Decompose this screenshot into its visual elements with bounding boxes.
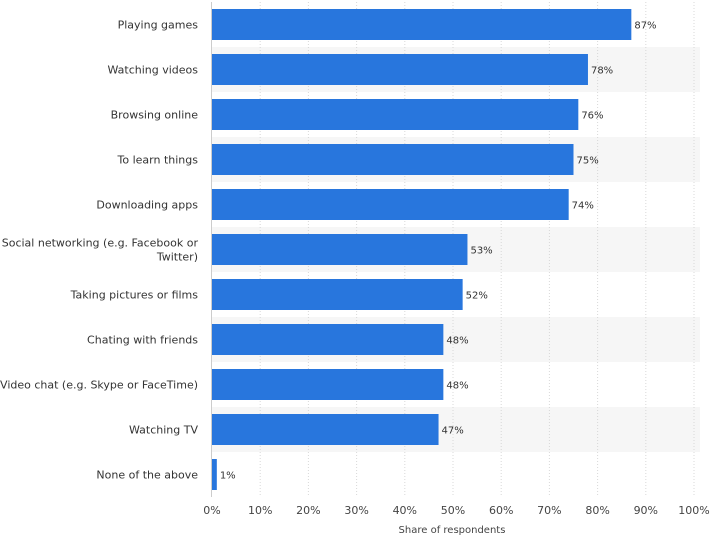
x-tick-label: 80%: [585, 504, 609, 517]
category-label-line: Video chat (e.g. Skype or FaceTime): [0, 379, 198, 392]
category-label-line: To learn things: [117, 154, 199, 167]
value-label: 76%: [581, 111, 603, 122]
x-tick-label: 60%: [489, 504, 513, 517]
value-label: 48%: [446, 381, 468, 392]
category-label: Playing games: [118, 19, 199, 32]
value-label: 47%: [442, 426, 464, 437]
category-label: Video chat (e.g. Skype or FaceTime): [0, 379, 198, 392]
x-tick-label: 50%: [441, 504, 465, 517]
category-label: None of the above: [96, 469, 198, 482]
x-axis-title: Share of respondents: [399, 525, 506, 536]
category-label-line: Watching TV: [129, 424, 198, 437]
category-label: Taking pictures or films: [70, 289, 199, 302]
value-label: 75%: [577, 156, 599, 167]
x-tick-label: 90%: [634, 504, 658, 517]
bar[interactable]: [212, 279, 463, 310]
value-label: 1%: [220, 471, 236, 482]
category-label: To learn things: [117, 154, 199, 167]
x-tick-label: 40%: [393, 504, 417, 517]
category-label-line: Twitter): [156, 251, 198, 264]
x-tick-label: 100%: [678, 504, 709, 517]
bar[interactable]: [212, 99, 579, 130]
x-tick-label: 70%: [537, 504, 561, 517]
x-tick-label: 10%: [248, 504, 272, 517]
value-label: 53%: [470, 246, 492, 257]
x-tick-label: 0%: [203, 504, 220, 517]
category-label: Watching TV: [129, 424, 198, 437]
bar[interactable]: [212, 234, 468, 265]
x-tick-label: 20%: [296, 504, 320, 517]
bar[interactable]: [212, 144, 574, 175]
category-label-line: Browsing online: [111, 109, 199, 122]
category-label: Chating with friends: [87, 334, 198, 347]
bar[interactable]: [212, 54, 588, 85]
bar[interactable]: [212, 369, 444, 400]
x-tick-label: 30%: [344, 504, 368, 517]
value-label: 87%: [634, 21, 656, 32]
category-label: Watching videos: [107, 64, 198, 77]
bar[interactable]: [212, 9, 632, 40]
bar[interactable]: [212, 459, 217, 490]
category-label: Browsing online: [111, 109, 199, 122]
category-label-line: None of the above: [96, 469, 198, 482]
value-label: 74%: [572, 201, 594, 212]
category-label-line: Playing games: [118, 19, 199, 32]
category-label-line: Downloading apps: [96, 199, 198, 212]
category-label: Downloading apps: [96, 199, 198, 212]
bar[interactable]: [212, 189, 569, 220]
value-label: 48%: [446, 336, 468, 347]
value-label: 52%: [466, 291, 488, 302]
category-label-line: Watching videos: [107, 64, 198, 77]
bar[interactable]: [212, 414, 439, 445]
category-label: Social networking (e.g. Facebook or Twitt…: [2, 237, 199, 264]
value-label: 78%: [591, 66, 613, 77]
category-label-line: Social networking (e.g. Facebook or: [2, 237, 199, 250]
category-label-line: Taking pictures or films: [70, 289, 199, 302]
category-label-line: Chating with friends: [87, 334, 198, 347]
bar[interactable]: [212, 324, 444, 355]
